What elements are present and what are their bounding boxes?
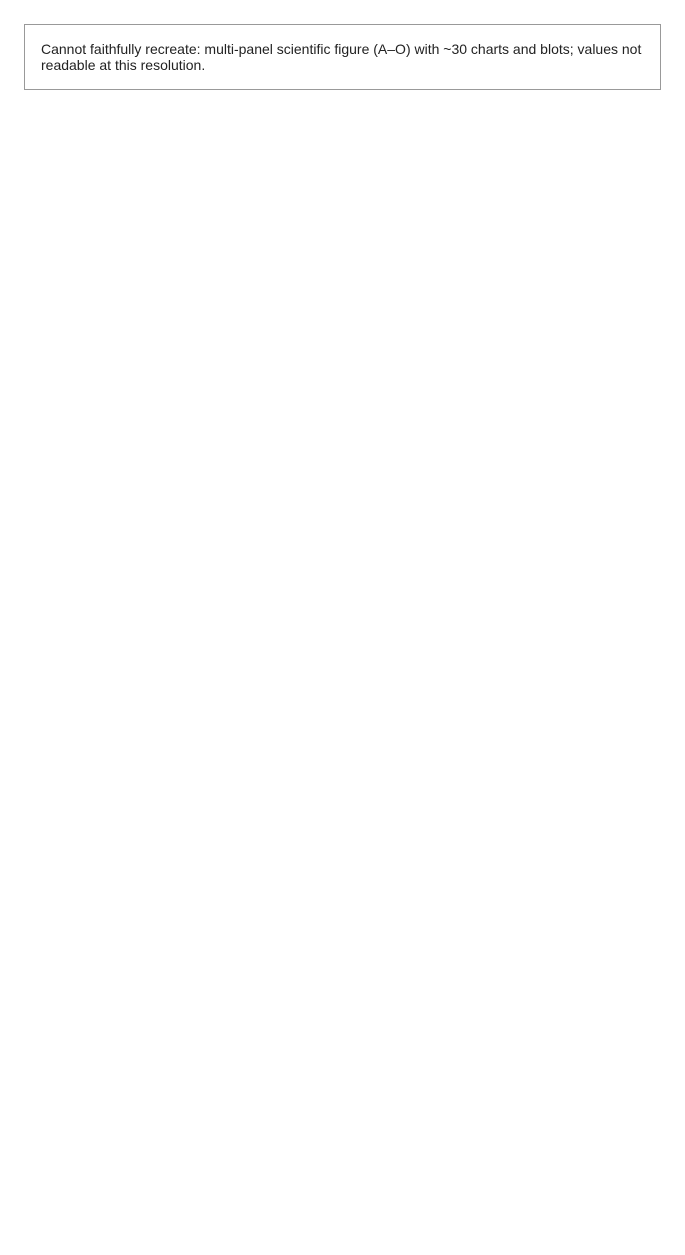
notice: Cannot faithfully recreate: multi-panel … — [24, 24, 661, 90]
